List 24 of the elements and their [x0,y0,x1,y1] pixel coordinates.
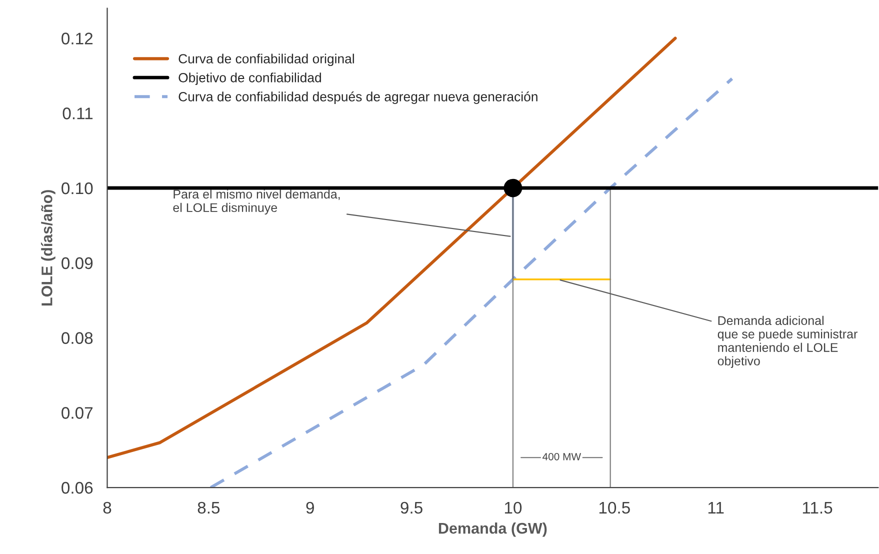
y-tick-label: 0.06 [62,482,93,494]
annotation: Para el mismo nivel demanda, el LOLE disminuye [173,189,340,215]
annotation: Demanda adicional que se puede suministrar manteniendo el LOLE objetivo [718,316,858,368]
line-series [107,36,677,460]
x-tick-label: 8 [103,502,112,514]
y-axis-title: LOLE (días/año) [40,190,56,306]
x-axis-title: Demanda (GW) [438,522,547,537]
legend-label: Curva de confiabilidad original [178,54,354,66]
y-tick-label: 0.08 [62,332,93,344]
x-tick-label: 11 [708,502,724,514]
y-tick-label: 0.07 [62,407,93,419]
annotation: 400 MW [542,452,582,460]
x-tick-label: 8.5 [198,502,220,514]
y-tick-label: 0.11 [62,108,93,120]
x-tick-label: 9.5 [400,502,422,514]
x-tick-label: 11.5 [802,502,832,514]
legend-label: Curva de confiabilidad después de agregar nueva generación [178,92,538,104]
x-tick-label: 10 [504,502,522,514]
y-tick-label: 0.10 [62,182,93,194]
legend-label: Objetivo de confiabilidad [178,72,321,85]
y-tick-label: 0.12 [62,32,93,44]
x-tick-label: 9 [306,502,314,514]
x-tick-label: 10.5 [599,502,630,514]
y-tick-label: 0.09 [62,257,93,270]
